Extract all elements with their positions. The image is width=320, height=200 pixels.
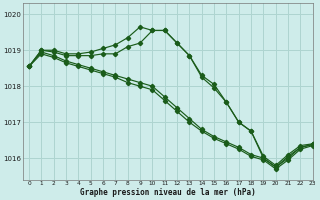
X-axis label: Graphe pression niveau de la mer (hPa): Graphe pression niveau de la mer (hPa): [80, 188, 256, 197]
